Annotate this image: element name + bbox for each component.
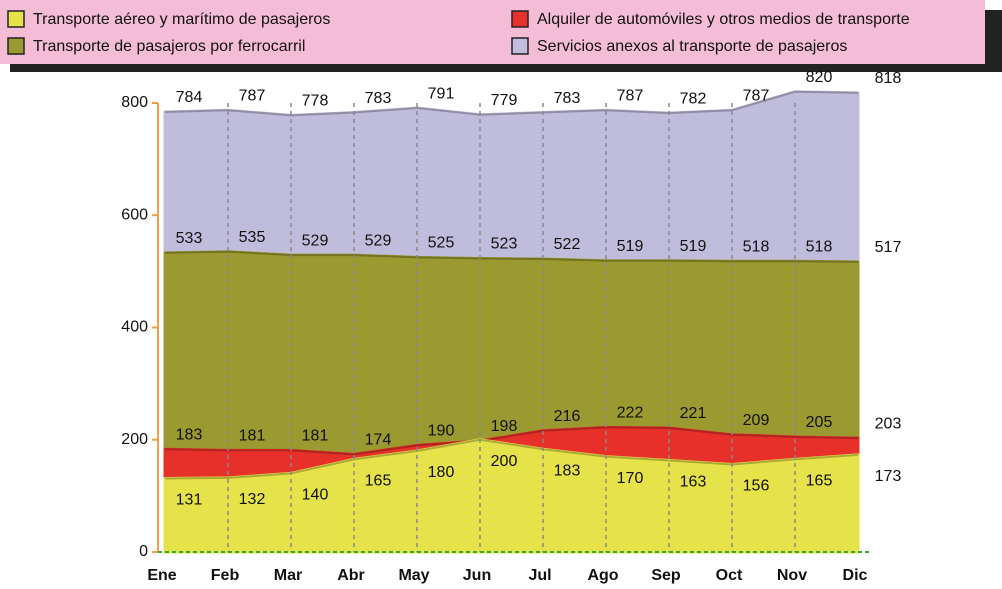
value-label: 783 xyxy=(554,90,581,107)
y-tick-label: 0 xyxy=(139,543,148,560)
x-tick-label: Jun xyxy=(463,567,491,584)
x-tick-label: Mar xyxy=(274,567,302,584)
value-label: 787 xyxy=(743,88,770,105)
value-label: 525 xyxy=(428,235,455,252)
value-label: 518 xyxy=(806,238,833,255)
value-label: 533 xyxy=(176,230,203,247)
value-label: 140 xyxy=(302,487,329,504)
value-label: 529 xyxy=(302,232,329,249)
value-label: 535 xyxy=(239,229,266,246)
value-label: 156 xyxy=(743,478,770,495)
value-label: 523 xyxy=(491,236,518,253)
area-edge xyxy=(164,90,859,117)
y-tick-label: 600 xyxy=(121,206,148,223)
legend-label: Alquiler de automóviles y otros medios d… xyxy=(537,11,910,28)
legend-box xyxy=(0,0,985,64)
value-label: 173 xyxy=(875,468,902,485)
x-tick-label: Nov xyxy=(777,567,807,584)
y-tick-label: 400 xyxy=(121,319,148,336)
value-label: 221 xyxy=(680,405,707,422)
y-tick-label: 200 xyxy=(121,431,148,448)
value-label: 183 xyxy=(554,463,581,480)
area-edge xyxy=(164,250,859,263)
x-tick-label: Oct xyxy=(716,567,743,584)
value-label: 132 xyxy=(239,491,266,508)
value-label: 203 xyxy=(875,415,902,432)
value-label: 517 xyxy=(875,239,902,256)
x-tick-label: Jul xyxy=(528,567,551,584)
y-tick-label: 800 xyxy=(121,94,148,111)
legend-swatch xyxy=(7,10,25,28)
legend-label: Servicios anexos al transporte de pasaje… xyxy=(537,38,847,55)
value-label: 163 xyxy=(680,474,707,491)
value-label: 518 xyxy=(743,238,770,255)
value-label: 778 xyxy=(302,93,329,110)
value-label: 820 xyxy=(806,69,833,86)
legend-swatch xyxy=(7,37,25,55)
area-edge xyxy=(164,426,859,456)
area-edge xyxy=(164,438,859,480)
value-label: 787 xyxy=(617,88,644,105)
value-label: 216 xyxy=(554,408,581,425)
x-tick-label: May xyxy=(398,567,429,584)
legend-swatch xyxy=(511,37,529,55)
value-label: 174 xyxy=(365,432,392,449)
value-label: 787 xyxy=(239,88,266,105)
value-label: 183 xyxy=(176,427,203,444)
value-label: 783 xyxy=(365,90,392,107)
value-label: 181 xyxy=(302,428,329,445)
x-tick-label: Sep xyxy=(651,567,681,584)
value-label: 791 xyxy=(428,85,455,102)
value-label: 818 xyxy=(875,70,902,87)
value-label: 200 xyxy=(491,453,518,470)
value-label: 522 xyxy=(554,236,581,253)
value-label: 779 xyxy=(491,92,518,109)
value-label: 529 xyxy=(365,232,392,249)
x-tick-label: Dic xyxy=(843,567,868,584)
legend-label: Transporte aéreo y marítimo de pasajeros xyxy=(33,11,330,28)
value-label: 170 xyxy=(617,470,644,487)
value-label: 519 xyxy=(680,238,707,255)
x-tick-label: Ene xyxy=(147,567,176,584)
value-label: 782 xyxy=(680,90,707,107)
legend-label: Transporte de pasajeros por ferrocarril xyxy=(33,38,305,55)
value-label: 181 xyxy=(239,428,266,445)
legend-swatch xyxy=(511,10,529,28)
value-label: 165 xyxy=(365,473,392,490)
x-tick-label: Abr xyxy=(337,567,365,584)
value-label: 209 xyxy=(743,412,770,429)
value-label: 180 xyxy=(428,464,455,481)
x-tick-label: Ago xyxy=(587,567,618,584)
value-label: 222 xyxy=(617,405,644,422)
value-label: 205 xyxy=(806,414,833,431)
value-label: 519 xyxy=(617,238,644,255)
value-label: 165 xyxy=(806,473,833,490)
value-label: 784 xyxy=(176,89,203,106)
x-tick-label: Feb xyxy=(211,567,240,584)
value-label: 198 xyxy=(491,418,518,435)
value-label: 131 xyxy=(176,492,203,509)
value-label: 190 xyxy=(428,423,455,440)
